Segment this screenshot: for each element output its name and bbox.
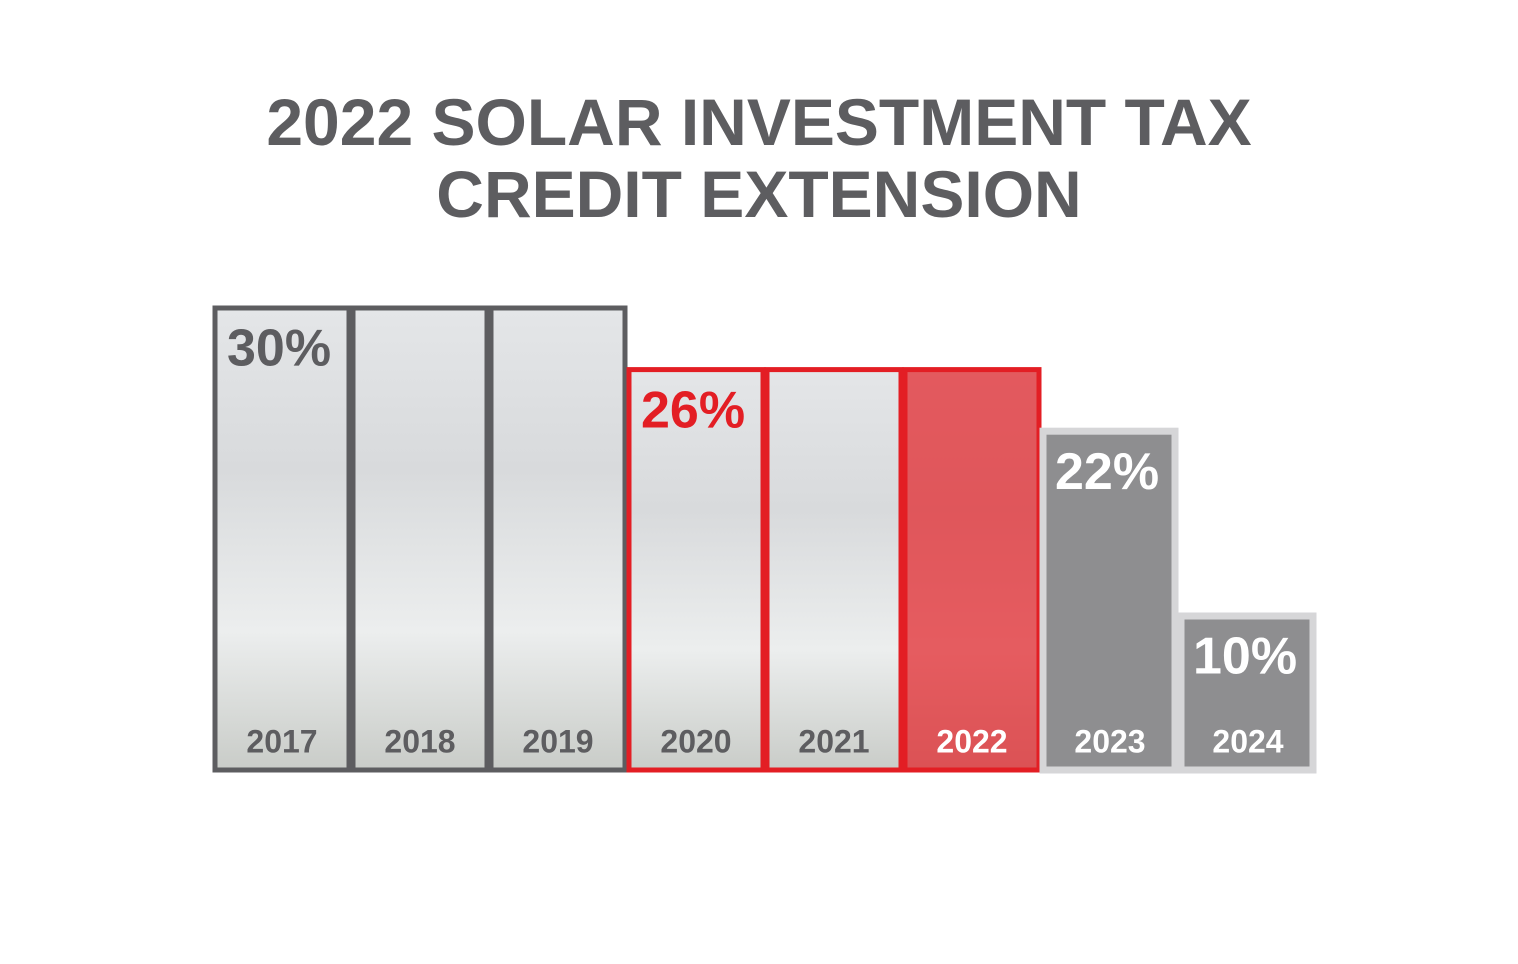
bar xyxy=(350,305,490,773)
x-tick-label: 2024 xyxy=(1212,723,1283,759)
highlight-fill xyxy=(907,371,1037,768)
bar xyxy=(764,367,904,773)
value-label: 26% xyxy=(641,381,745,439)
x-tick-label: 2020 xyxy=(660,723,731,759)
bar xyxy=(1177,612,1317,774)
value-label: 30% xyxy=(227,320,331,378)
bar xyxy=(488,305,628,773)
x-tick-label: 2019 xyxy=(522,723,593,759)
chart-title: 2022 SOLAR INVESTMENT TAX CREDIT EXTENSI… xyxy=(266,85,1252,231)
bar xyxy=(1039,427,1179,774)
value-label: 10% xyxy=(1193,628,1297,686)
x-tick-label: 2021 xyxy=(798,723,869,759)
x-tick-label: 2022 xyxy=(936,723,1007,759)
x-tick-label: 2018 xyxy=(384,723,455,759)
bar xyxy=(626,367,766,773)
bar xyxy=(212,305,352,773)
x-tick-label: 2017 xyxy=(246,723,317,759)
value-label: 22% xyxy=(1055,443,1159,501)
x-tick-label: 2023 xyxy=(1074,723,1145,759)
